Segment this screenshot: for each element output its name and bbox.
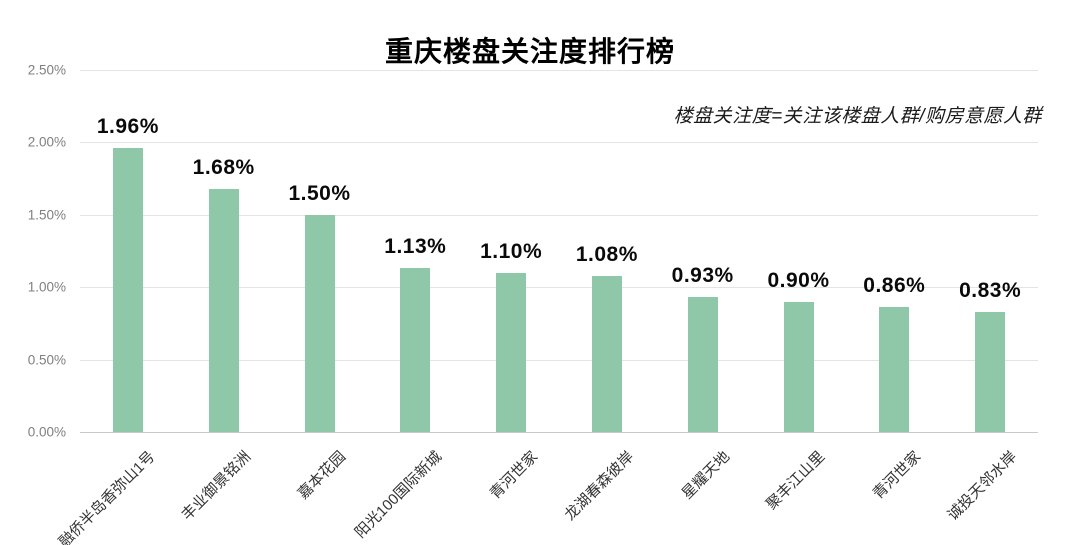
- gridline: [80, 432, 1038, 433]
- x-axis-tick-label: 嘉本花园: [295, 448, 350, 503]
- bar: [208, 188, 239, 432]
- bar-value-label: 0.93%: [671, 264, 734, 288]
- y-axis-tick-label: 0.50%: [27, 352, 66, 368]
- x-axis-tick-label: 诚投天邻水岸: [944, 448, 1021, 524]
- y-axis-tick-label: 1.00%: [27, 279, 66, 295]
- y-axis-tick-label: 2.00%: [27, 134, 66, 150]
- chart-annotation: 楼盘关注度=关注该楼盘人群/购房意愿人群: [673, 106, 1042, 127]
- bar-value-label: 1.50%: [288, 181, 351, 205]
- bar: [879, 307, 910, 432]
- x-axis-tick-label: 丰业御景铭洲: [178, 448, 254, 524]
- bar: [975, 311, 1006, 432]
- bar: [496, 272, 527, 432]
- y-axis-labels: 2.50% 2.00% 1.50% 1.00% 0.50% 0.00%: [0, 63, 72, 440]
- gridline: [80, 287, 1038, 289]
- y-axis-tick-label: 1.50%: [27, 207, 66, 223]
- bar-value-label: 1.10%: [480, 239, 543, 263]
- bar-value-label: 0.86%: [863, 274, 926, 298]
- gridline: [80, 359, 1038, 361]
- gridline: [80, 214, 1038, 216]
- x-axis-tick-label: 聚丰江山里: [763, 448, 829, 514]
- bar-value-label: 0.83%: [959, 278, 1022, 302]
- bar: [591, 275, 622, 432]
- plot-area: 1.96% 融侨半岛香弥山1号 1.68% 丰业御景铭洲 1.50% 嘉本花园 1.13% 阳…: [55, 70, 1038, 545]
- bar-value-label: 0.90%: [767, 268, 830, 292]
- x-axis-tick-label: 融侨半岛香弥山1号: [55, 448, 159, 545]
- bar: [112, 148, 143, 432]
- bar-value-label: 1.68%: [192, 155, 255, 179]
- x-axis-tick-label: 龙湖春森彼岸: [561, 448, 638, 524]
- x-axis-tick-label: 星耀天地: [678, 448, 733, 503]
- bar: [783, 301, 814, 432]
- gridline: [80, 142, 1038, 144]
- gridline: [80, 70, 1038, 71]
- bar-value-label: 1.96%: [96, 115, 159, 139]
- bar-value-label: 1.13%: [384, 235, 447, 259]
- x-axis-tick-label: 阳光100国际新城: [352, 448, 446, 542]
- x-axis-tick-label: 青河世家: [486, 448, 542, 503]
- y-axis-tick-label: 0.00%: [27, 424, 66, 440]
- bar-value-label: 1.08%: [575, 242, 638, 266]
- chart-title: 重庆楼盘关注度排行榜: [384, 36, 675, 67]
- bar: [400, 268, 431, 432]
- y-axis-tick-label: 2.50%: [27, 62, 66, 78]
- bar: [304, 214, 335, 432]
- x-axis-tick-label: 青河世家: [869, 448, 925, 503]
- bar: [687, 297, 718, 432]
